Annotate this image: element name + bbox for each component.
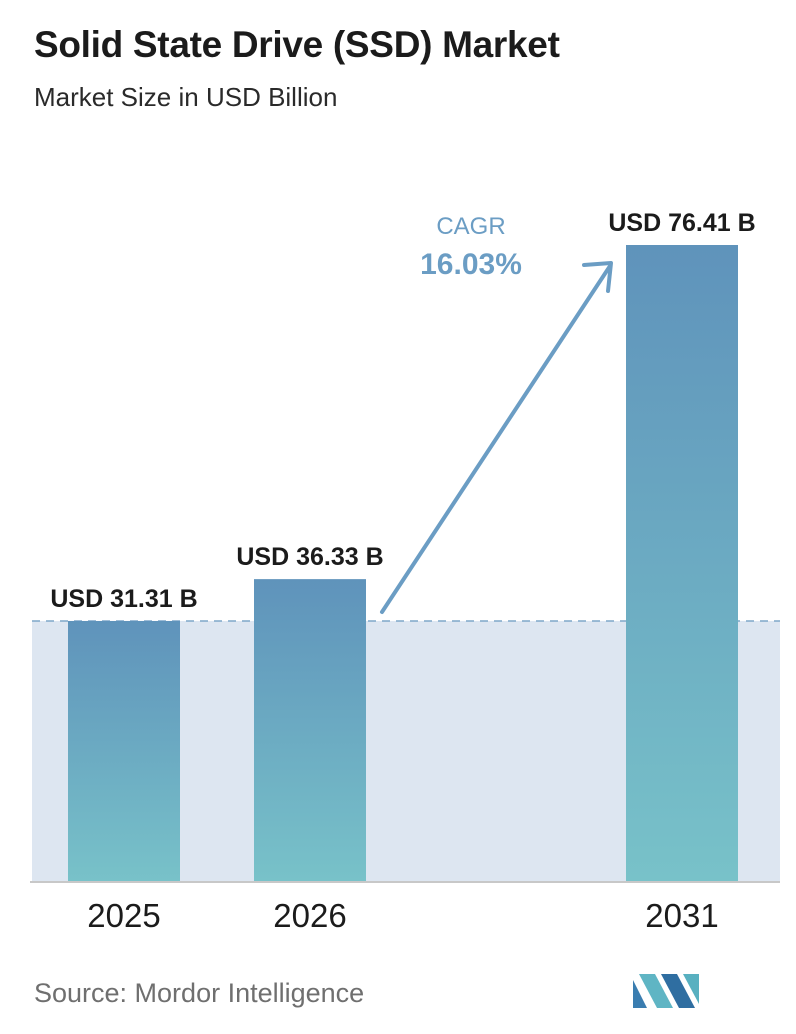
- x-tick-label-2025: 2025: [87, 897, 160, 934]
- bar-chart: CAGR 16.03% USD 31.31 B 2025 USD 36.33 B 20…: [30, 209, 780, 934]
- x-tick-label-2026: 2026: [273, 897, 346, 934]
- x-tick-label-2031: 2031: [645, 897, 718, 934]
- mordor-intelligence-logo-icon: [633, 974, 699, 1008]
- cagr-arrow-head: [582, 261, 613, 293]
- bar-2025: [68, 620, 180, 882]
- data-label-2025: USD 31.31 B: [50, 585, 197, 613]
- chart-subtitle: Market Size in USD Billion: [34, 82, 338, 112]
- chart-title: Solid State Drive (SSD) Market: [34, 24, 560, 65]
- cagr-arrow-shaft: [380, 264, 612, 614]
- bar-2026: [254, 579, 366, 882]
- cagr-value: 16.03%: [420, 248, 522, 281]
- data-label-2026: USD 36.33 B: [236, 543, 383, 571]
- data-label-2031: USD 76.41 B: [608, 209, 755, 237]
- source-credit: Source: Mordor Intelligence: [34, 978, 365, 1008]
- cagr-label: CAGR: [436, 213, 505, 240]
- bar-2031: [626, 245, 738, 882]
- cagr-arrow: [380, 261, 613, 614]
